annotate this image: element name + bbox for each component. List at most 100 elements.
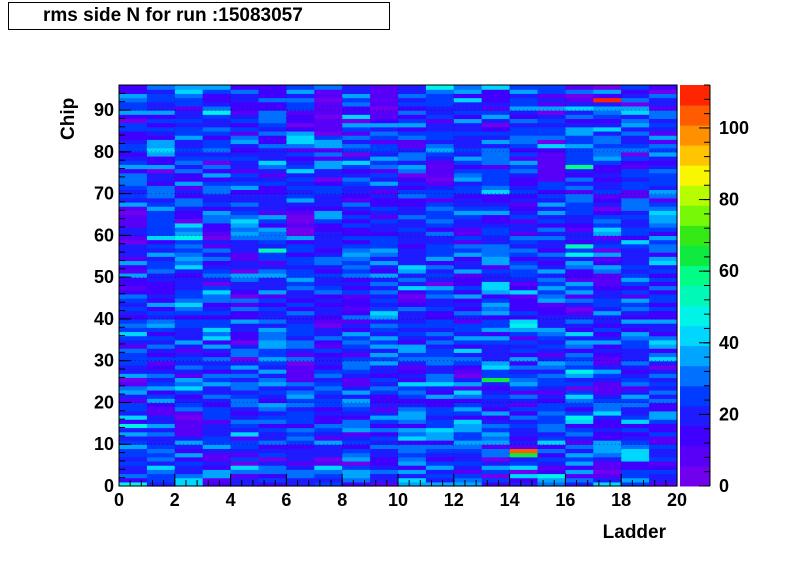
heatmap-cell bbox=[621, 264, 650, 270]
heatmap-cell bbox=[202, 477, 232, 483]
heatmap-cell bbox=[314, 298, 343, 303]
heatmap-cell bbox=[593, 164, 622, 170]
heatmap-cell bbox=[453, 369, 483, 374]
heatmap-cell bbox=[314, 264, 343, 270]
heatmap-cell bbox=[398, 193, 427, 199]
heatmap-cell bbox=[481, 435, 511, 441]
heatmap-cell bbox=[649, 185, 678, 191]
heatmap-cell bbox=[174, 310, 204, 316]
heatmap-cell bbox=[398, 176, 427, 182]
heatmap-cell bbox=[342, 364, 371, 370]
heatmap-cell bbox=[453, 264, 483, 270]
heatmap-cell bbox=[314, 473, 343, 479]
heatmap-cell bbox=[537, 176, 566, 182]
heatmap-cell bbox=[509, 318, 539, 324]
heatmap-cell bbox=[342, 176, 371, 182]
heatmap-cell bbox=[314, 431, 343, 437]
heatmap-cell bbox=[146, 247, 176, 253]
colorbar-tick-label: 40 bbox=[719, 333, 739, 353]
heatmap-cell bbox=[621, 130, 650, 136]
colorbar-tick-label: 0 bbox=[719, 476, 729, 496]
heatmap-cell bbox=[202, 264, 232, 270]
heatmap-cell bbox=[398, 247, 427, 253]
heatmap-cell bbox=[119, 360, 148, 366]
heatmap-cell bbox=[230, 419, 260, 424]
heatmap-cell bbox=[146, 264, 176, 270]
heatmap-cell bbox=[230, 293, 260, 299]
heatmap-cell bbox=[565, 398, 594, 404]
heatmap-cell bbox=[537, 264, 566, 270]
heatmap-cell bbox=[230, 343, 260, 349]
heatmap-cell bbox=[342, 277, 371, 282]
heatmap-cell bbox=[174, 369, 204, 374]
heatmap-cell bbox=[370, 448, 399, 454]
heatmap-cell bbox=[202, 360, 232, 366]
heatmap-cell bbox=[481, 135, 511, 140]
heatmap-cell bbox=[230, 168, 260, 174]
heatmap-cell bbox=[370, 172, 399, 178]
heatmap-cell bbox=[537, 318, 566, 324]
heatmap-cell bbox=[425, 260, 455, 266]
heatmap-cell bbox=[593, 231, 622, 236]
heatmap-cell bbox=[258, 218, 287, 224]
heatmap-cell bbox=[202, 281, 232, 287]
heatmap-cell bbox=[453, 419, 483, 424]
heatmap-cell bbox=[370, 118, 399, 124]
heatmap-cell bbox=[342, 381, 371, 387]
heatmap-cell bbox=[509, 227, 539, 232]
heatmap-cell bbox=[565, 314, 594, 320]
heatmap-cell bbox=[342, 247, 371, 253]
heatmap-cell bbox=[370, 356, 399, 362]
heatmap-cell bbox=[258, 427, 287, 433]
heatmap-cell bbox=[314, 394, 343, 399]
heatmap-cell bbox=[453, 143, 483, 149]
heatmap-cell bbox=[370, 268, 399, 274]
heatmap-cell bbox=[565, 419, 594, 424]
heatmap-cell bbox=[481, 348, 511, 353]
heatmap-cell bbox=[565, 473, 594, 479]
heatmap-cell bbox=[621, 239, 650, 245]
heatmap-cell bbox=[453, 431, 483, 437]
heatmap-cell bbox=[398, 373, 427, 378]
heatmap-cell bbox=[398, 343, 427, 349]
heatmap-cell bbox=[370, 93, 399, 99]
heatmap-cell bbox=[453, 385, 483, 391]
heatmap-cell bbox=[565, 427, 594, 433]
heatmap-cell bbox=[314, 89, 343, 94]
heatmap-cell bbox=[453, 114, 483, 120]
heatmap-cell bbox=[342, 243, 371, 249]
heatmap-cell bbox=[342, 339, 371, 345]
heatmap-cell bbox=[425, 302, 455, 307]
heatmap-cell bbox=[286, 160, 315, 165]
heatmap-cell bbox=[621, 118, 650, 124]
heatmap-cell bbox=[481, 394, 511, 399]
heatmap-cell bbox=[537, 260, 566, 266]
heatmap-cell bbox=[649, 147, 678, 153]
heatmap-cell bbox=[593, 356, 622, 362]
heatmap-cell bbox=[425, 477, 455, 483]
heatmap-cell bbox=[258, 448, 287, 454]
heatmap-cell bbox=[202, 310, 232, 316]
heatmap-cell bbox=[453, 293, 483, 299]
heatmap-cell bbox=[425, 306, 455, 312]
heatmap-cell bbox=[537, 97, 566, 103]
heatmap-cell bbox=[509, 310, 539, 316]
heatmap-cell bbox=[146, 456, 176, 462]
heatmap-cell bbox=[398, 264, 427, 270]
heatmap-cell bbox=[425, 143, 455, 149]
heatmap-cell bbox=[509, 122, 539, 128]
heatmap-cell bbox=[537, 339, 566, 345]
heatmap-cell bbox=[565, 431, 594, 437]
heatmap-cell bbox=[509, 369, 539, 374]
heatmap-cell bbox=[230, 147, 260, 153]
heatmap-cell bbox=[453, 185, 483, 191]
heatmap-cell bbox=[146, 306, 176, 312]
heatmap-cell bbox=[202, 298, 232, 303]
heatmap-cell bbox=[146, 360, 176, 366]
heatmap-cell bbox=[286, 227, 315, 232]
heatmap-cell bbox=[537, 335, 566, 341]
heatmap-cell bbox=[425, 310, 455, 316]
heatmap-cell bbox=[119, 110, 148, 115]
heatmap-cell bbox=[202, 465, 232, 470]
heatmap-cell bbox=[342, 356, 371, 362]
